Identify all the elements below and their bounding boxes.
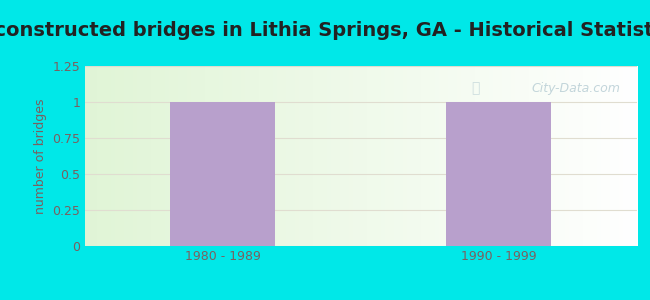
Text: Reconstructed bridges in Lithia Springs, GA - Historical Statistics: Reconstructed bridges in Lithia Springs,…: [0, 21, 650, 40]
Text: City-Data.com: City-Data.com: [532, 82, 620, 95]
Bar: [170, 102, 275, 246]
Bar: [447, 102, 551, 246]
Y-axis label: number of bridges: number of bridges: [34, 98, 47, 214]
Text: Ⓜ: Ⓜ: [471, 81, 480, 95]
